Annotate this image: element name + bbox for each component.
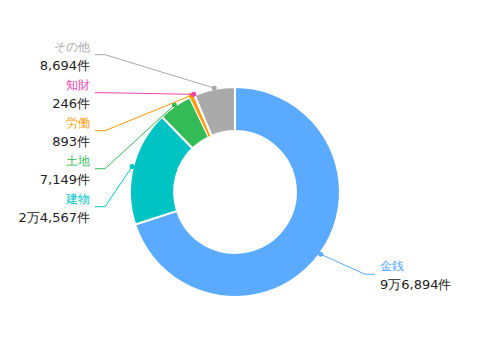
leader-line — [95, 55, 214, 88]
leader-dot — [191, 92, 196, 97]
leader-line — [95, 167, 132, 207]
data-label: 893件 — [52, 134, 90, 149]
labels: 金銭 9万6,894件 建物 2万4,567件 土地 7,149件 労働 893件 知財 246件… — [19, 40, 452, 293]
chart-container: 金銭 9万6,894件 建物 2万4,567件 土地 7,149件 労働 893件 知財 246件… — [0, 0, 480, 363]
chart-svg: 金銭 9万6,894件 建物 2万4,567件 土地 7,149件 労働 893件 知財 246件… — [0, 0, 480, 363]
category-label: 建物 — [65, 192, 90, 206]
category-label: 土地 — [66, 154, 90, 168]
data-label: 7,149件 — [40, 172, 90, 187]
category-label: 知財 — [66, 78, 90, 92]
leader-dot — [130, 164, 135, 169]
leader-line — [321, 254, 375, 274]
category-label: 金銭 — [380, 259, 404, 273]
data-label: 246件 — [52, 96, 90, 111]
data-label: 2万4,567件 — [19, 210, 91, 225]
data-label: 8,694件 — [40, 58, 90, 73]
data-label: 9万6,894件 — [380, 277, 452, 292]
leader-line — [95, 105, 174, 169]
leader-line — [95, 93, 194, 95]
leader-lines — [95, 55, 375, 275]
leader-dot — [318, 252, 323, 257]
category-label: その他 — [54, 40, 90, 54]
leader-line — [95, 95, 191, 130]
category-label: 労働 — [66, 116, 90, 130]
slices — [130, 87, 340, 297]
leader-dot — [212, 86, 217, 91]
slice — [195, 87, 235, 136]
